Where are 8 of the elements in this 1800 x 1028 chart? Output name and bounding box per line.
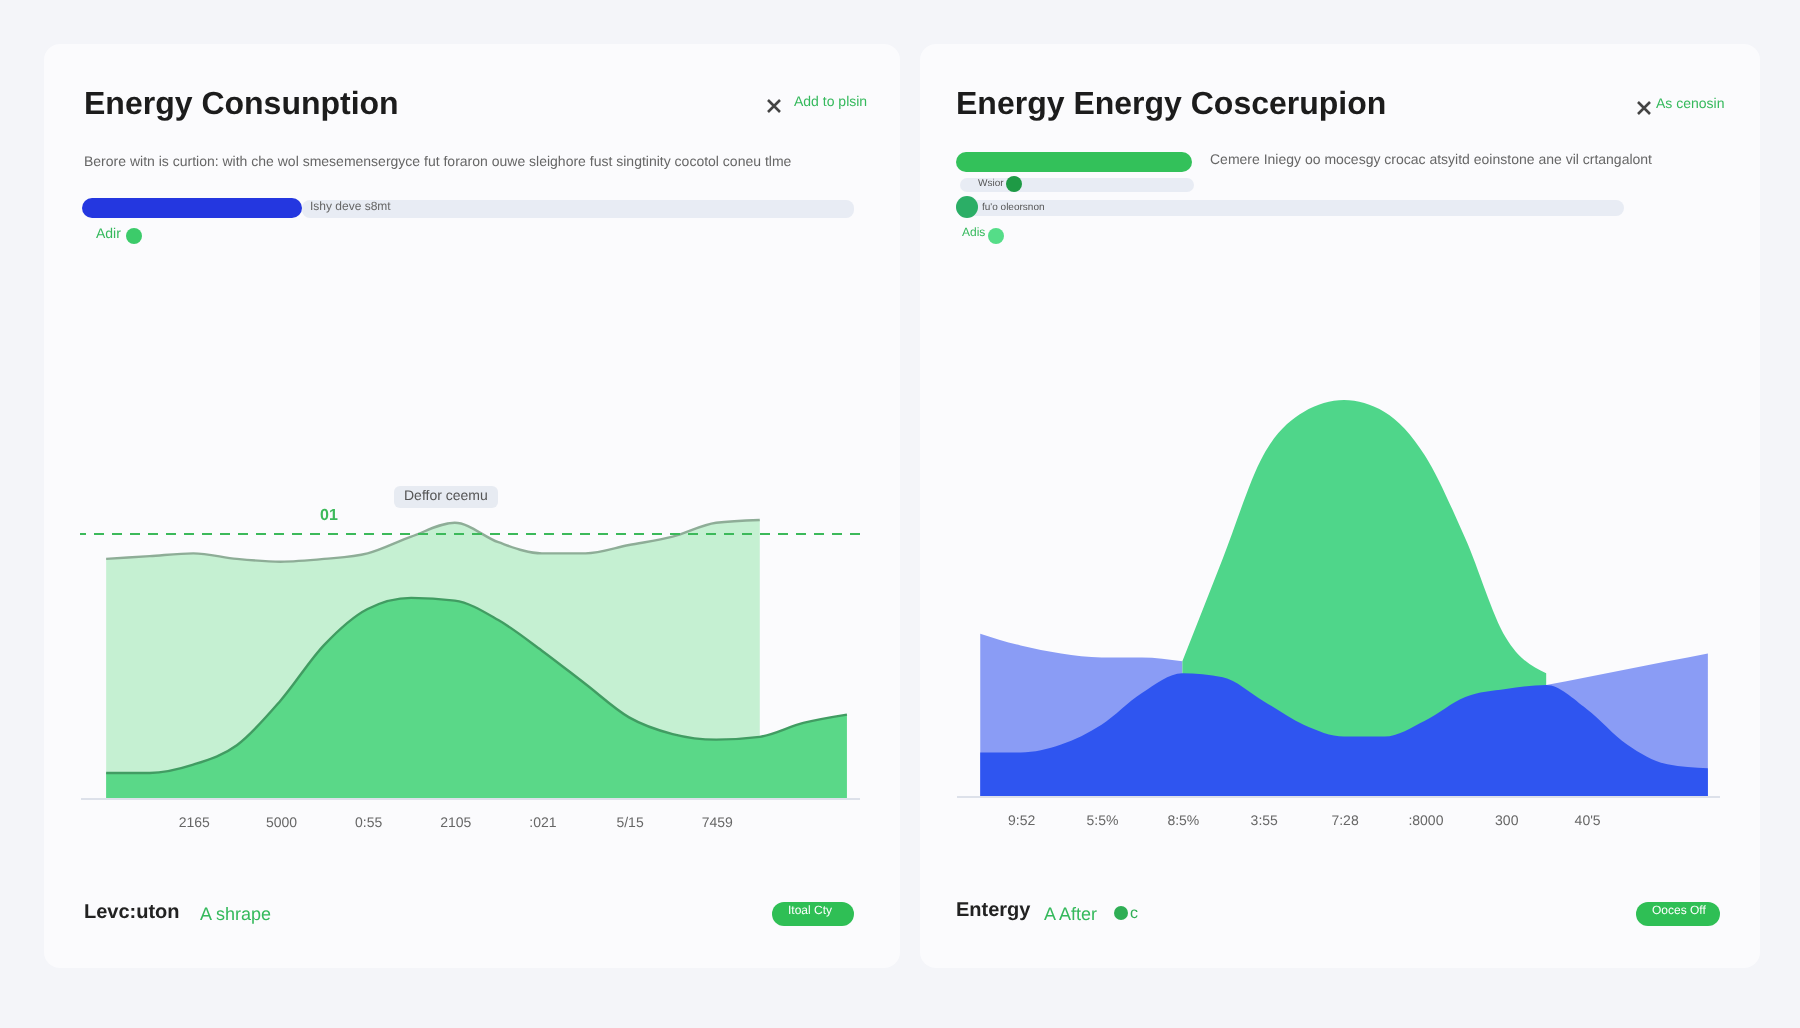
text: A After (1044, 904, 1098, 924)
text: c (1130, 904, 1138, 922)
ref-line-label: 01 (320, 505, 339, 524)
text: A shrape (200, 904, 272, 924)
chart-title: Energy Energy Coscerupion (956, 88, 1387, 124)
chart-title: Energy Consunption (84, 88, 399, 124)
text: Levc:uton (84, 902, 180, 924)
text: Entergy (956, 900, 1031, 922)
